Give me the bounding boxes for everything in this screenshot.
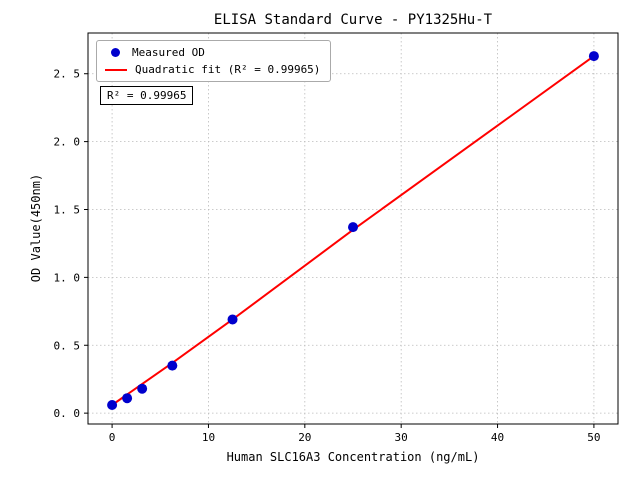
y-tick-label: 1. 0 — [54, 271, 81, 284]
r-squared-annotation: R² = 0.99965 — [100, 86, 194, 105]
y-tick-label: 2. 0 — [54, 136, 81, 149]
x-axis-label: Human SLC16A3 Concentration (ng/mL) — [226, 450, 480, 464]
data-point — [137, 383, 148, 394]
legend-label-measured-od: Measured OD — [132, 46, 205, 59]
legend: Measured OD Quadratic fit (R² = 0.99965) — [96, 40, 332, 82]
chart-title: ELISA Standard Curve - PY1325Hu-T — [213, 12, 493, 28]
data-point — [588, 51, 599, 62]
legend-item-quadratic-fit: Quadratic fit (R² = 0.99965) — [105, 63, 320, 76]
measured-od-marker-icon — [111, 48, 120, 57]
x-tick-label: 20 — [298, 431, 311, 444]
data-point — [227, 314, 238, 325]
x-tick-label: 40 — [491, 431, 504, 444]
x-tick-label: 0 — [109, 431, 116, 444]
x-tick-label: 50 — [587, 431, 600, 444]
y-axis-label: OD Value(450nm) — [29, 173, 43, 283]
y-tick-label: 1. 5 — [54, 203, 81, 216]
y-tick-label: 2. 5 — [54, 68, 81, 81]
y-tick-label: 0. 0 — [54, 407, 81, 420]
quadratic-fit-line-icon — [105, 68, 127, 71]
legend-label-quadratic-fit: Quadratic fit (R² = 0.99965) — [135, 63, 321, 76]
y-tick-label: 0. 5 — [54, 339, 81, 352]
data-point — [107, 399, 118, 410]
plot-frame — [87, 32, 619, 425]
data-point — [167, 360, 178, 371]
data-point — [348, 222, 358, 233]
fit-line — [111, 55, 595, 406]
legend-item-measured-od: Measured OD — [105, 46, 320, 59]
data-point — [122, 393, 133, 404]
x-tick-label: 30 — [395, 431, 408, 444]
x-tick-label: 10 — [202, 431, 215, 444]
